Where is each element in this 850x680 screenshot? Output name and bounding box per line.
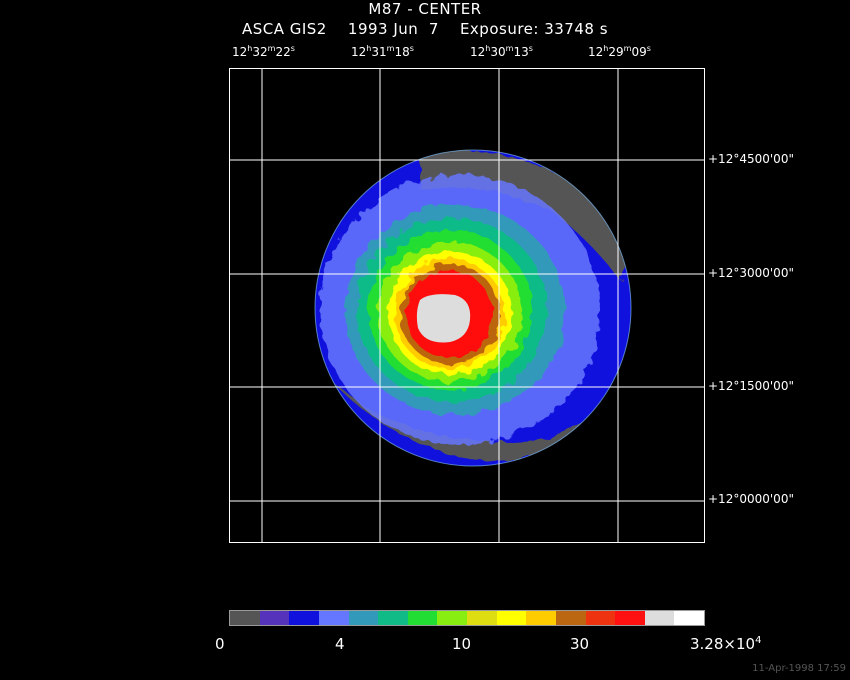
- colorbar-swatch: [526, 611, 556, 625]
- ra-label: 12h31m18s: [351, 44, 414, 59]
- colorbar-max-label: 3.28×104: [690, 635, 762, 653]
- dec-label: +12°3000'00": [708, 266, 794, 280]
- dec-label: +12°0000'00": [708, 492, 794, 506]
- ra-label: 12h30m13s: [470, 44, 533, 59]
- colorbar-swatch: [230, 611, 260, 625]
- colorbar-swatch: [585, 611, 616, 625]
- dec-label: +12°1500'00": [708, 379, 794, 393]
- colorbar-swatch: [437, 611, 467, 625]
- ra-label: 12h32m22s: [232, 44, 295, 59]
- colorbar-swatch: [644, 611, 675, 625]
- colorbar-swatch: [467, 611, 497, 625]
- colorbar-swatch: [259, 611, 290, 625]
- colorbar-label: 0: [215, 635, 225, 653]
- coordinate-grid: [229, 68, 705, 543]
- colorbar-swatch: [289, 611, 319, 625]
- colorbar-label: 10: [452, 635, 472, 653]
- image-title: M87 - CENTER: [368, 0, 482, 18]
- ra-label: 12h29m09s: [588, 44, 651, 59]
- colorbar-swatch: [555, 611, 586, 625]
- colorbar-label: 4: [335, 635, 345, 653]
- dec-label: +12°4500'00": [708, 152, 794, 166]
- timestamp: 11-Apr-1998 17:59: [752, 663, 846, 674]
- image-frame: [229, 68, 705, 543]
- image-subtitle: ASCA GIS2 1993 Jun 7 Exposure: 33748 s: [241, 20, 609, 38]
- colorbar-swatch: [615, 611, 645, 625]
- colorbar-swatch: [674, 611, 704, 625]
- fov-edge: [314, 149, 632, 467]
- colorbar-swatch: [496, 611, 527, 625]
- colorbar-swatch: [407, 611, 438, 625]
- colorbar: [229, 610, 705, 626]
- colorbar-label: 30: [570, 635, 590, 653]
- colorbar-swatch: [378, 611, 408, 625]
- colorbar-swatch: [318, 611, 349, 625]
- colorbar-swatch: [348, 611, 379, 625]
